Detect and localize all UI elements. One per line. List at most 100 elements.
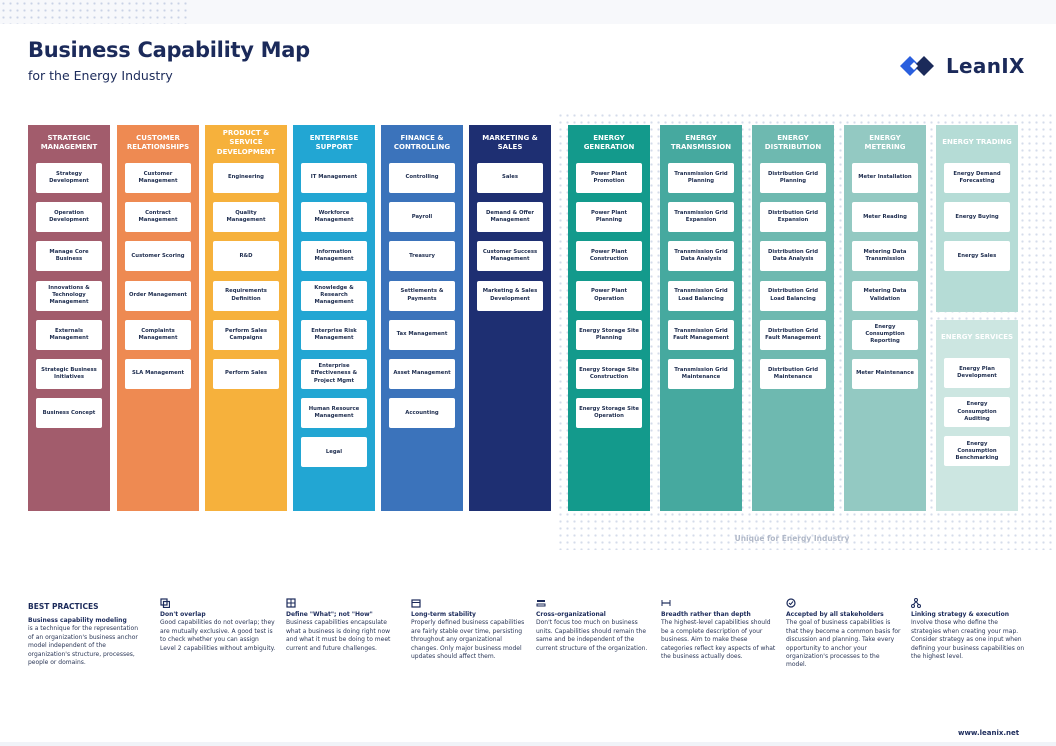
capability-card[interactable]: Enterprise Effectiveness & Project Mgmt [301, 359, 367, 389]
calendar-icon [411, 598, 421, 608]
capability-card[interactable]: Energy Consumption Auditing [944, 397, 1010, 428]
column-title: ENERGY TRANSMISSION [670, 133, 732, 151]
capability-card[interactable]: Energy Plan Development [944, 358, 1010, 388]
capability-card[interactable]: Perform Sales [213, 359, 279, 389]
capability-card[interactable]: Energy Sales [944, 241, 1010, 272]
capability-card[interactable]: Information Management [301, 241, 367, 272]
column-title: ENERGY METERING [864, 133, 906, 151]
capability-card[interactable]: Metering Data Transmission [852, 241, 918, 272]
capability-card[interactable]: Transmission Grid Maintenance [668, 359, 734, 389]
page-subtitle: for the Energy Industry [28, 68, 173, 83]
capability-card[interactable]: Workforce Management [301, 202, 367, 233]
capability-card[interactable]: Asset Management [389, 359, 455, 389]
capability-card[interactable]: Energy Storage Site Construction [576, 359, 642, 389]
best-practice-item: Cross-organizational Don't focus too much… [536, 598, 652, 653]
column-title: ENERGY DISTRIBUTION [764, 133, 822, 151]
capability-card[interactable]: Energy Storage Site Planning [576, 319, 642, 350]
best-practice-item: Accepted by all stakeholders The goal of … [786, 598, 902, 670]
capability-card[interactable]: Transmission Grid Fault Management [668, 319, 734, 350]
capability-card[interactable]: Metering Data Validation [852, 280, 918, 311]
capability-card[interactable]: Energy Consumption Reporting [852, 319, 918, 350]
capability-card[interactable]: Legal [301, 437, 367, 468]
capability-card[interactable]: Treasury [389, 241, 455, 272]
capability-card[interactable]: SLA Management [125, 359, 191, 389]
capability-card[interactable]: Business Concept [36, 398, 102, 429]
capability-card[interactable]: Customer Scoring [125, 241, 191, 272]
capability-card[interactable]: Distribution Grid Expansion [760, 202, 826, 233]
capability-card[interactable]: Power Plant Operation [576, 280, 642, 311]
column-title: PRODUCT & SERVICE DEVELOPMENT [216, 129, 276, 156]
best-practices-title: BEST PRACTICES [28, 602, 99, 611]
best-practice-text: Business capabilities encapsulate what a… [286, 619, 391, 652]
capability-card[interactable]: Transmission Grid Expansion [668, 202, 734, 233]
page-title: Business Capability Map [28, 38, 310, 62]
capability-card[interactable]: Transmission Grid Load Balancing [668, 280, 734, 311]
capability-card[interactable]: Externals Management [36, 319, 102, 350]
unique-zone-label: Unique for Energy Industry [734, 534, 850, 543]
column-title: CUSTOMER RELATIONSHIPS [126, 133, 190, 151]
capability-card[interactable]: Meter Maintenance [852, 359, 918, 389]
layers-icon [536, 598, 546, 608]
column-enterprise-support: ENTERPRISE SUPPORT IT Management Workforce… [293, 125, 375, 511]
capability-card[interactable]: Complaints Management [125, 319, 191, 350]
best-practice-heading: Cross-organizational [536, 611, 606, 618]
capability-card[interactable]: Enterprise Risk Management [301, 319, 367, 350]
column-title: ENTERPRISE SUPPORT [309, 133, 359, 151]
capability-card[interactable]: Marketing & Sales Development [477, 280, 543, 311]
best-practice-item: Breadth rather than depth The highest-lev… [661, 598, 777, 661]
capability-card[interactable]: Manage Core Business [36, 241, 102, 272]
capability-card[interactable]: Distribution Grid Data Analysis [760, 241, 826, 272]
column-title: ENERGY SERVICES [940, 333, 1014, 342]
capability-card[interactable]: Power Plant Promotion [576, 163, 642, 193]
footer-url[interactable]: www.leanix.net [958, 729, 1020, 737]
capability-card[interactable]: Human Resource Management [301, 398, 367, 429]
column-title: STRATEGIC MANAGEMENT [40, 133, 98, 151]
capability-card[interactable]: Strategic Business Initiatives [36, 359, 102, 389]
column-energy-generation: ENERGY GENERATION Power Plant Promotion Po… [568, 125, 650, 511]
capability-card[interactable]: Transmission Grid Data Analysis [668, 241, 734, 272]
capability-card[interactable]: Distribution Grid Load Balancing [760, 280, 826, 311]
capability-card[interactable]: Distribution Grid Maintenance [760, 359, 826, 389]
capability-card[interactable]: Engineering [213, 163, 279, 193]
capability-card[interactable]: Energy Consumption Benchmarking [944, 436, 1010, 467]
capability-card[interactable]: R&D [213, 241, 279, 272]
capability-card[interactable]: Meter Reading [852, 202, 918, 233]
capability-card[interactable]: Knowledge & Research Management [301, 280, 367, 311]
capability-card[interactable]: Meter Installation [852, 163, 918, 193]
capability-card[interactable]: Quality Management [213, 202, 279, 233]
capability-card[interactable]: Perform Sales Campaigns [213, 319, 279, 350]
column-customer-relationships: CUSTOMER RELATIONSHIPS Customer Managemen… [117, 125, 199, 511]
column-title: FINANCE & CONTROLLING [393, 133, 451, 151]
capability-card[interactable]: Order Management [125, 280, 191, 311]
capability-card[interactable]: Power Plant Construction [576, 241, 642, 272]
capability-card[interactable]: Customer Management [125, 163, 191, 193]
capability-card[interactable]: Demand & Offer Management [477, 202, 543, 233]
capability-card[interactable]: Accounting [389, 398, 455, 429]
capability-card[interactable]: Operation Development [36, 202, 102, 233]
column-energy-trading: ENERGY TRADING Energy Demand Forecasting E… [936, 125, 1018, 312]
capability-card[interactable]: Energy Buying [944, 202, 1010, 233]
capability-card[interactable]: Distribution Grid Fault Management [760, 319, 826, 350]
capability-card[interactable]: Controlling [389, 163, 455, 193]
capability-card[interactable]: Strategy Development [36, 163, 102, 193]
capability-card[interactable]: Contract Management [125, 202, 191, 233]
best-practice-text: The goal of business capabilities is tha… [786, 619, 901, 669]
capability-card[interactable]: Power Plant Planning [576, 202, 642, 233]
capability-card[interactable]: Energy Storage Site Operation [576, 398, 642, 429]
capability-card[interactable]: Customer Success Management [477, 241, 543, 272]
capability-card[interactable]: Distribution Grid Planning [760, 163, 826, 193]
capability-card[interactable]: Sales [477, 163, 543, 193]
capability-card[interactable]: Requirements Definition [213, 280, 279, 311]
best-practice-text: The highest-level capabilities should be… [661, 619, 776, 660]
capability-card[interactable]: IT Management [301, 163, 367, 193]
capability-card[interactable]: Payroll [389, 202, 455, 233]
capability-card[interactable]: Settlements & Payments [389, 280, 455, 311]
logo-text: LeanIX [946, 54, 1025, 78]
overlap-icon [160, 598, 171, 609]
best-practice-item: Don't overlap Good capabilities do not ov… [160, 598, 276, 653]
capability-card[interactable]: Tax Management [389, 319, 455, 350]
intro-text: is a technique for the representation of… [28, 625, 139, 666]
capability-card[interactable]: Innovations & Technology Management [36, 280, 102, 311]
capability-card[interactable]: Transmission Grid Planning [668, 163, 734, 193]
capability-card[interactable]: Energy Demand Forecasting [944, 163, 1010, 193]
